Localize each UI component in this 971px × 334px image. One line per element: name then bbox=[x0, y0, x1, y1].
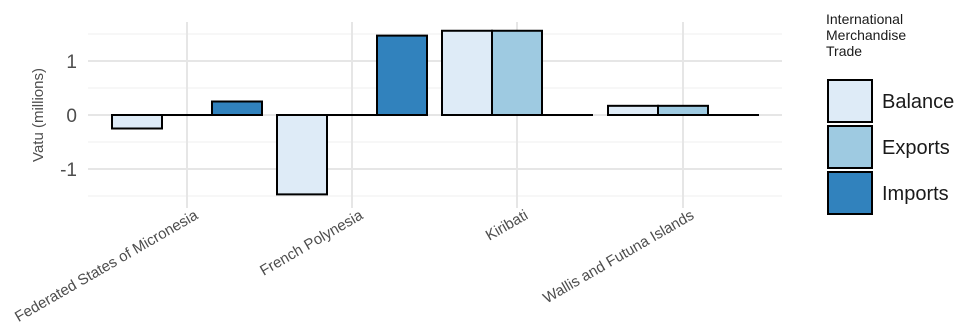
bar-imports-1 bbox=[376, 34, 428, 116]
y-tick-label: -1 bbox=[60, 160, 77, 181]
legend-key-balance bbox=[827, 79, 873, 123]
bar-exports-2 bbox=[491, 29, 543, 116]
x-tick-label: Kiribati bbox=[483, 207, 531, 245]
x-tick-label: French Polynesia bbox=[257, 206, 366, 279]
legend-title: International Merchandise Trade bbox=[826, 11, 906, 59]
bar-balance-3 bbox=[607, 104, 659, 116]
legend-label-imports: Imports bbox=[882, 183, 949, 205]
x-tick-label: Wallis and Futuna Islands bbox=[540, 207, 697, 307]
legend-label-exports: Exports bbox=[882, 137, 950, 159]
bar-balance-1 bbox=[276, 114, 328, 196]
legend-key-exports bbox=[827, 125, 873, 169]
y-axis-label: Vatu (millions) bbox=[30, 68, 47, 162]
bars bbox=[111, 29, 759, 196]
bar-exports-3 bbox=[657, 104, 709, 116]
y-tick-label: 1 bbox=[66, 52, 77, 73]
x-axis-ticks: Federated States of Micronesia French Pol… bbox=[12, 206, 697, 325]
legend: International Merchandise Trade Balance Expo… bbox=[826, 11, 954, 215]
bar-imports-0 bbox=[211, 100, 263, 116]
y-axis-ticks: -1 0 1 bbox=[60, 52, 77, 181]
y-tick-label: 0 bbox=[66, 106, 77, 127]
legend-label-balance: Balance bbox=[882, 91, 954, 113]
bar-balance-0 bbox=[111, 114, 163, 130]
x-tick-label: Federated States of Micronesia bbox=[12, 206, 202, 325]
legend-key-imports bbox=[827, 171, 873, 215]
bar-balance-2 bbox=[441, 29, 493, 116]
